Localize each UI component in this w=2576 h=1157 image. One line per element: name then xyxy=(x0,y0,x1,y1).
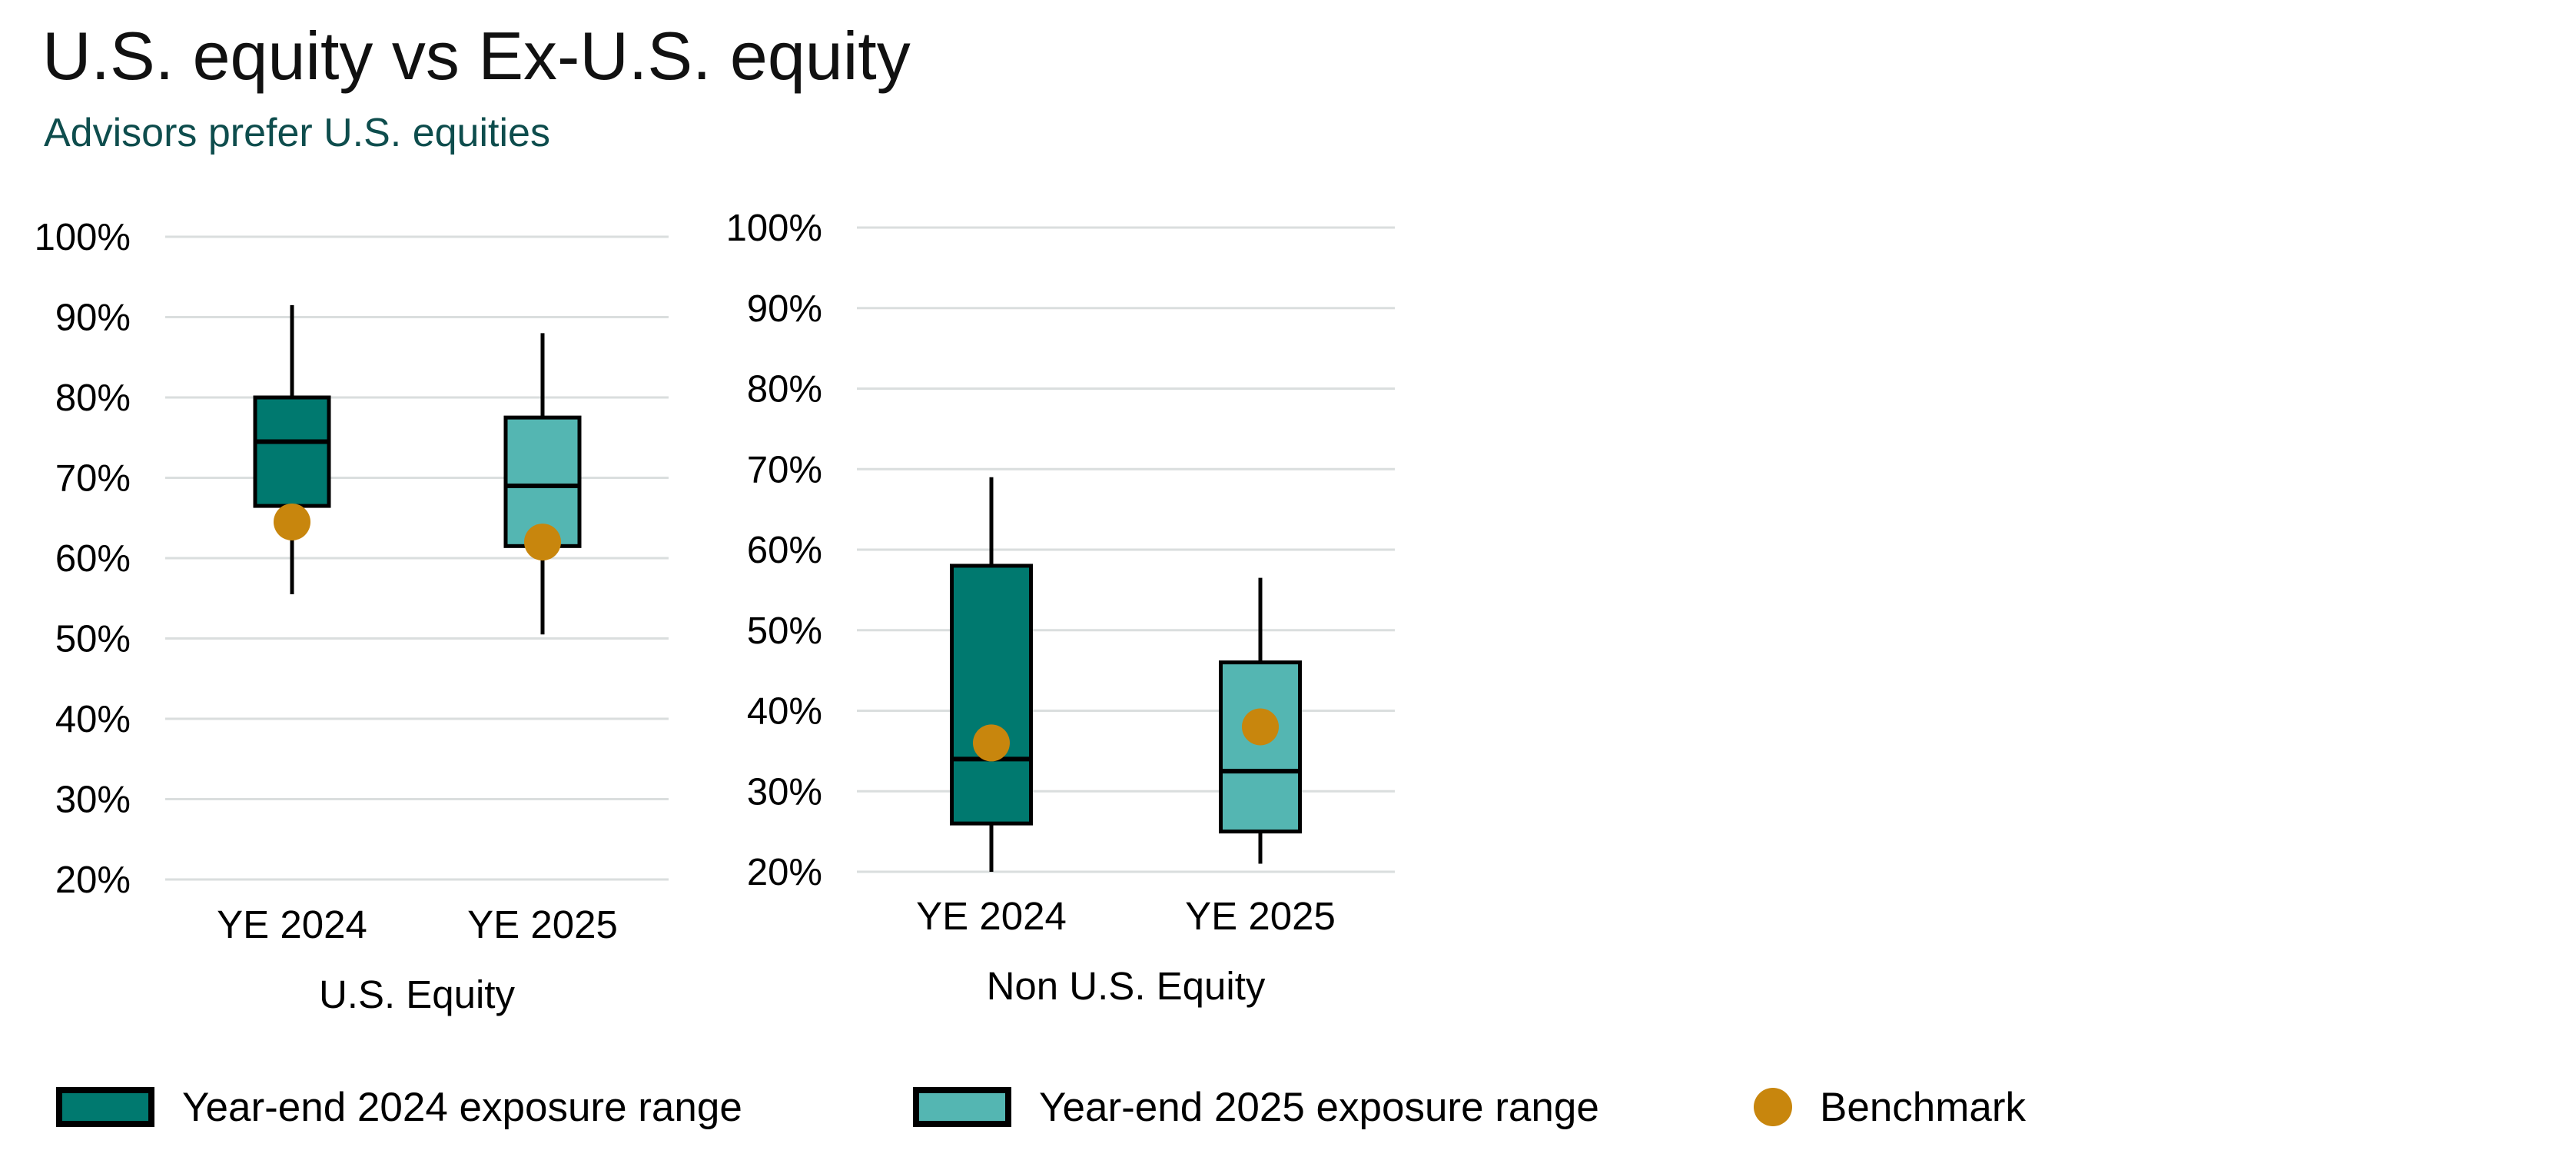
legend-item-ye2025-range: Year-end 2025 exposure range xyxy=(913,1079,1599,1135)
box-range xyxy=(253,395,331,508)
legend-item-benchmark: Benchmark xyxy=(1754,1079,2026,1135)
y-tick-label: 60% xyxy=(747,530,822,571)
category-label: YE 2024 xyxy=(916,894,1067,938)
box-range xyxy=(950,564,1033,826)
y-tick-label: 70% xyxy=(747,449,822,490)
boxplot-chart: 100% 90% 80% 70% 60% 50% 40% 30% 20% YE 2024 YE 20… xyxy=(726,208,1395,1008)
benchmark-dot xyxy=(973,724,1010,762)
legend-label: Benchmark xyxy=(1820,1084,2027,1130)
y-tick-label: 100% xyxy=(726,208,822,249)
ye2024-range-swatch-icon xyxy=(56,1087,154,1127)
y-tick-label: 90% xyxy=(55,298,131,339)
y-tick-label: 30% xyxy=(747,771,822,813)
y-tick-label: 60% xyxy=(55,538,131,580)
y-tick-label: 50% xyxy=(747,610,822,652)
y-tick-label: 30% xyxy=(55,780,131,821)
benchmark-dot xyxy=(274,503,310,540)
y-tick-label: 100% xyxy=(35,217,131,258)
y-tick-label: 80% xyxy=(55,377,131,419)
box-range xyxy=(1219,660,1302,834)
x-axis-title: Non U.S. Equity xyxy=(987,964,1266,1008)
y-tick-label: 20% xyxy=(55,859,131,901)
y-tick-label: 70% xyxy=(55,458,131,500)
benchmark-dot-icon xyxy=(1754,1088,1792,1126)
y-tick-label: 20% xyxy=(747,852,822,893)
benchmark-dot xyxy=(524,524,561,561)
legend-item-ye2024-range: Year-end 2024 exposure range xyxy=(56,1079,742,1135)
category-label: YE 2025 xyxy=(1185,894,1336,938)
legend-label: Year-end 2024 exposure range xyxy=(182,1084,742,1130)
page-title: U.S. equity vs Ex-U.S. equity xyxy=(42,18,911,94)
y-tick-label: 80% xyxy=(747,369,822,411)
y-tick-label: 90% xyxy=(747,288,822,330)
boxplot-chart: 100% 90% 80% 70% 60% 50% 40% 30% 20% YE 2024 YE 20… xyxy=(35,217,669,1016)
category-label: YE 2024 xyxy=(217,903,367,946)
y-tick-label: 40% xyxy=(55,699,131,740)
x-axis-title: U.S. Equity xyxy=(319,972,516,1016)
benchmark-dot xyxy=(1242,708,1279,746)
boxplot-charts: 100% 90% 80% 70% 60% 50% 40% 30% 20% YE 2024 YE 20… xyxy=(35,208,1395,1016)
ye2025-range-swatch-icon xyxy=(913,1087,1011,1127)
legend: Year-end 2024 exposure range Year-end 20… xyxy=(0,1079,2576,1141)
page-subtitle: Advisors prefer U.S. equities xyxy=(44,111,550,155)
y-tick-label: 40% xyxy=(747,691,822,733)
category-label: YE 2025 xyxy=(467,903,618,946)
y-tick-label: 50% xyxy=(55,619,131,660)
legend-label: Year-end 2025 exposure range xyxy=(1039,1084,1599,1130)
